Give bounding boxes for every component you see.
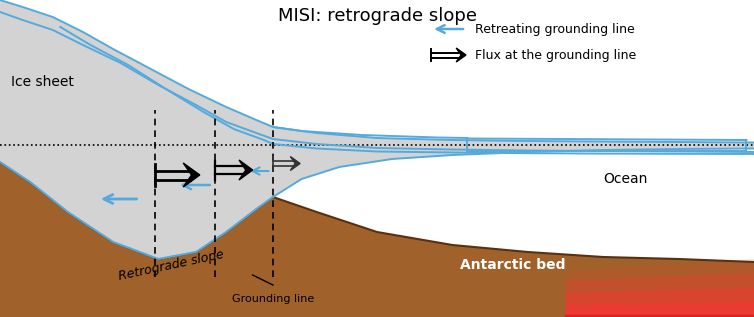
Text: Grounding line: Grounding line [231, 294, 314, 304]
Polygon shape [566, 259, 754, 317]
Text: MISI: retrograde slope: MISI: retrograde slope [277, 7, 477, 25]
Polygon shape [183, 163, 200, 187]
Text: Flux at the grounding line: Flux at the grounding line [475, 49, 636, 61]
Polygon shape [566, 272, 754, 317]
Polygon shape [0, 0, 754, 259]
Polygon shape [566, 287, 754, 317]
Text: Antarctic bed: Antarctic bed [460, 258, 566, 272]
Polygon shape [566, 302, 754, 317]
Text: Retreating grounding line: Retreating grounding line [475, 23, 635, 36]
Text: Ice sheet: Ice sheet [11, 75, 74, 89]
Polygon shape [0, 162, 754, 317]
Text: Retrograde slope: Retrograde slope [117, 248, 225, 282]
Polygon shape [456, 48, 466, 62]
Polygon shape [290, 157, 300, 171]
Polygon shape [239, 160, 253, 180]
Text: Ocean: Ocean [604, 172, 648, 186]
